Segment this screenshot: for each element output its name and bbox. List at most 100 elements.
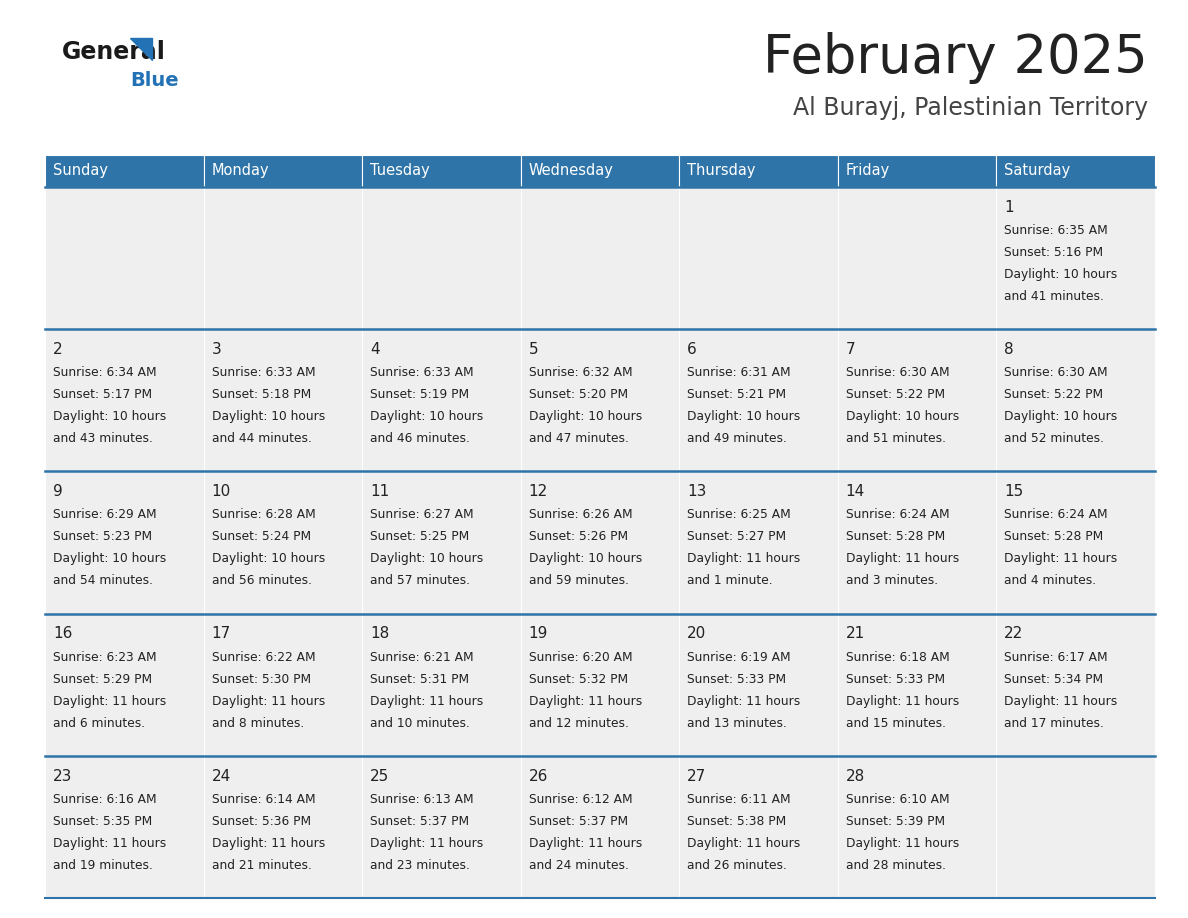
- Polygon shape: [129, 38, 152, 60]
- Text: Sunrise: 6:26 AM: Sunrise: 6:26 AM: [529, 509, 632, 521]
- Bar: [997, 756, 1155, 898]
- Text: Daylight: 10 hours: Daylight: 10 hours: [371, 553, 484, 565]
- Text: Daylight: 11 hours: Daylight: 11 hours: [687, 837, 801, 850]
- Text: 27: 27: [687, 768, 707, 784]
- Text: Daylight: 11 hours: Daylight: 11 hours: [846, 837, 959, 850]
- Text: and 3 minutes.: and 3 minutes.: [846, 575, 937, 588]
- Bar: [997, 613, 1155, 756]
- Text: 15: 15: [1004, 484, 1024, 499]
- Text: General: General: [62, 40, 166, 64]
- Text: Wednesday: Wednesday: [529, 163, 613, 178]
- Text: Daylight: 11 hours: Daylight: 11 hours: [846, 695, 959, 708]
- Text: Sunrise: 6:25 AM: Sunrise: 6:25 AM: [687, 509, 791, 521]
- Text: Sunrise: 6:34 AM: Sunrise: 6:34 AM: [53, 366, 157, 379]
- Text: Sunset: 5:22 PM: Sunset: 5:22 PM: [1004, 388, 1104, 401]
- Text: Saturday: Saturday: [1004, 163, 1070, 178]
- Text: Sunday: Sunday: [53, 163, 108, 178]
- Text: Sunrise: 6:18 AM: Sunrise: 6:18 AM: [846, 651, 949, 664]
- Text: Sunrise: 6:27 AM: Sunrise: 6:27 AM: [371, 509, 474, 521]
- Text: Sunrise: 6:11 AM: Sunrise: 6:11 AM: [687, 793, 791, 806]
- Text: 24: 24: [211, 768, 230, 784]
- Text: Daylight: 10 hours: Daylight: 10 hours: [687, 410, 801, 423]
- Text: Monday: Monday: [211, 163, 270, 178]
- Bar: [362, 613, 520, 756]
- Text: Sunrise: 6:20 AM: Sunrise: 6:20 AM: [529, 651, 632, 664]
- Text: Sunset: 5:38 PM: Sunset: 5:38 PM: [687, 815, 786, 828]
- Text: Friday: Friday: [846, 163, 890, 178]
- Text: 14: 14: [846, 484, 865, 499]
- Text: and 46 minutes.: and 46 minutes.: [371, 432, 470, 445]
- Text: Al Burayj, Palestinian Territory: Al Burayj, Palestinian Territory: [792, 96, 1148, 120]
- Text: Sunrise: 6:32 AM: Sunrise: 6:32 AM: [529, 366, 632, 379]
- Bar: [520, 330, 680, 472]
- Text: 11: 11: [371, 484, 390, 499]
- Text: and 1 minute.: and 1 minute.: [687, 575, 773, 588]
- Text: Sunrise: 6:10 AM: Sunrise: 6:10 AM: [846, 793, 949, 806]
- Text: Sunrise: 6:33 AM: Sunrise: 6:33 AM: [371, 366, 474, 379]
- Text: 19: 19: [529, 626, 548, 642]
- Text: Sunset: 5:33 PM: Sunset: 5:33 PM: [687, 673, 786, 686]
- Text: 3: 3: [211, 342, 221, 357]
- Text: Sunset: 5:30 PM: Sunset: 5:30 PM: [211, 673, 310, 686]
- Bar: [362, 756, 520, 898]
- Bar: [520, 613, 680, 756]
- Text: 5: 5: [529, 342, 538, 357]
- Text: Daylight: 11 hours: Daylight: 11 hours: [846, 553, 959, 565]
- Text: and 49 minutes.: and 49 minutes.: [687, 432, 788, 445]
- Bar: [680, 472, 838, 613]
- Text: Sunrise: 6:33 AM: Sunrise: 6:33 AM: [211, 366, 315, 379]
- Text: Sunrise: 6:12 AM: Sunrise: 6:12 AM: [529, 793, 632, 806]
- Text: Daylight: 11 hours: Daylight: 11 hours: [53, 695, 166, 708]
- Text: Daylight: 10 hours: Daylight: 10 hours: [529, 410, 642, 423]
- Text: 28: 28: [846, 768, 865, 784]
- Bar: [362, 330, 520, 472]
- Text: and 8 minutes.: and 8 minutes.: [211, 717, 304, 730]
- Text: Sunset: 5:35 PM: Sunset: 5:35 PM: [53, 815, 152, 828]
- Text: and 51 minutes.: and 51 minutes.: [846, 432, 946, 445]
- Bar: [680, 613, 838, 756]
- Text: and 13 minutes.: and 13 minutes.: [687, 717, 788, 730]
- Text: and 19 minutes.: and 19 minutes.: [53, 859, 153, 872]
- Text: and 4 minutes.: and 4 minutes.: [1004, 575, 1097, 588]
- Bar: [362, 187, 520, 330]
- Bar: [997, 155, 1155, 187]
- Text: 20: 20: [687, 626, 707, 642]
- Text: Sunset: 5:25 PM: Sunset: 5:25 PM: [371, 531, 469, 543]
- Text: Tuesday: Tuesday: [371, 163, 430, 178]
- Text: Sunset: 5:24 PM: Sunset: 5:24 PM: [211, 531, 310, 543]
- Text: Daylight: 10 hours: Daylight: 10 hours: [211, 553, 324, 565]
- Text: Sunset: 5:34 PM: Sunset: 5:34 PM: [1004, 673, 1104, 686]
- Bar: [45, 756, 203, 898]
- Text: Sunrise: 6:17 AM: Sunrise: 6:17 AM: [1004, 651, 1108, 664]
- Bar: [45, 155, 203, 187]
- Text: and 17 minutes.: and 17 minutes.: [1004, 717, 1104, 730]
- Bar: [45, 330, 203, 472]
- Text: Sunset: 5:37 PM: Sunset: 5:37 PM: [529, 815, 627, 828]
- Text: and 6 minutes.: and 6 minutes.: [53, 717, 145, 730]
- Text: Sunset: 5:37 PM: Sunset: 5:37 PM: [371, 815, 469, 828]
- Text: Sunrise: 6:35 AM: Sunrise: 6:35 AM: [1004, 224, 1108, 237]
- Text: Sunrise: 6:30 AM: Sunrise: 6:30 AM: [1004, 366, 1108, 379]
- Bar: [362, 472, 520, 613]
- Text: Sunrise: 6:16 AM: Sunrise: 6:16 AM: [53, 793, 157, 806]
- Text: Daylight: 10 hours: Daylight: 10 hours: [529, 553, 642, 565]
- Text: 22: 22: [1004, 626, 1024, 642]
- Text: and 54 minutes.: and 54 minutes.: [53, 575, 153, 588]
- Text: and 21 minutes.: and 21 minutes.: [211, 859, 311, 872]
- Bar: [838, 155, 997, 187]
- Text: Daylight: 10 hours: Daylight: 10 hours: [53, 410, 166, 423]
- Bar: [520, 756, 680, 898]
- Text: and 59 minutes.: and 59 minutes.: [529, 575, 628, 588]
- Text: 25: 25: [371, 768, 390, 784]
- Bar: [680, 756, 838, 898]
- Bar: [520, 187, 680, 330]
- Text: Sunrise: 6:30 AM: Sunrise: 6:30 AM: [846, 366, 949, 379]
- Bar: [997, 187, 1155, 330]
- Text: Sunset: 5:16 PM: Sunset: 5:16 PM: [1004, 246, 1104, 259]
- Text: 18: 18: [371, 626, 390, 642]
- Text: and 44 minutes.: and 44 minutes.: [211, 432, 311, 445]
- Text: Sunset: 5:26 PM: Sunset: 5:26 PM: [529, 531, 627, 543]
- Text: Daylight: 11 hours: Daylight: 11 hours: [687, 553, 801, 565]
- Text: and 47 minutes.: and 47 minutes.: [529, 432, 628, 445]
- Bar: [203, 756, 362, 898]
